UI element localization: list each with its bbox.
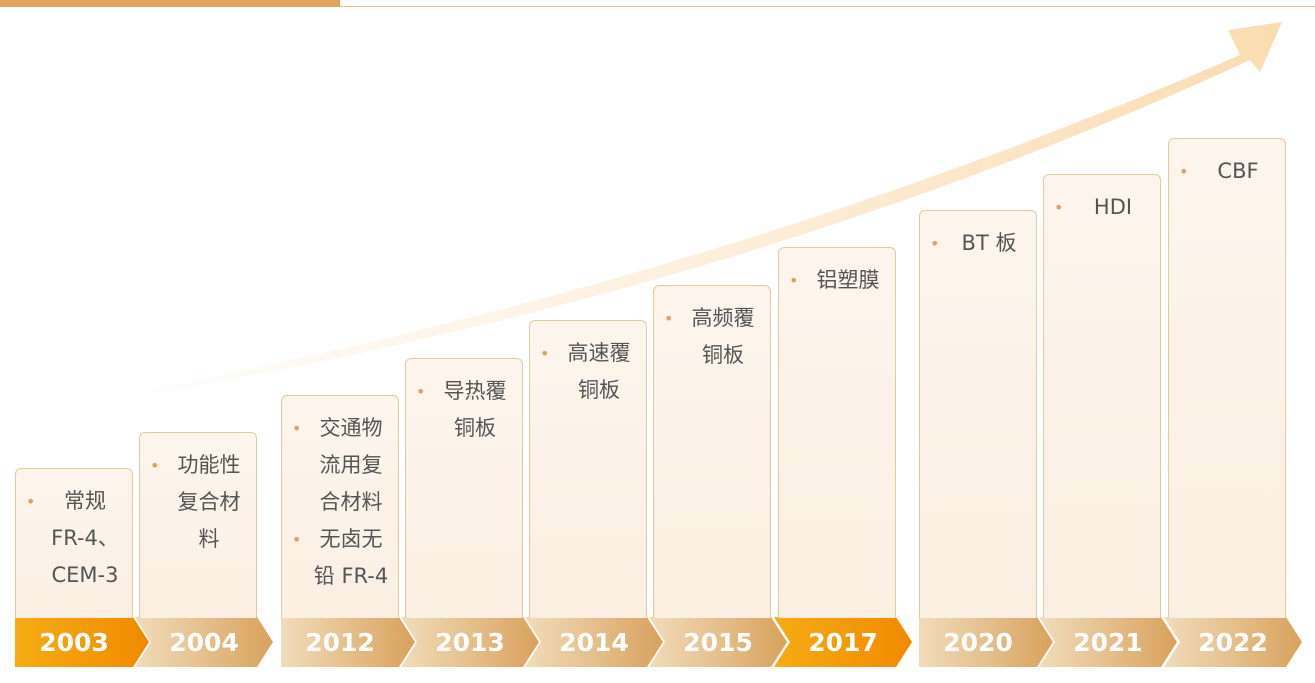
item-list: 高速覆铜板 — [530, 335, 640, 409]
item: 铝塑膜 — [789, 262, 889, 299]
item-list: BT 板 — [920, 225, 1030, 262]
milestone-card: 高速覆铜板 — [529, 320, 647, 618]
year-label: 2015 — [683, 628, 753, 657]
item: 常规 FR-4、CEM-3 — [26, 483, 126, 594]
year-chevron — [525, 617, 663, 667]
year-label: 2013 — [435, 628, 505, 657]
year-chevron — [401, 617, 539, 667]
header-bar — [0, 0, 340, 7]
item: CBF — [1179, 153, 1279, 190]
milestone-card: 高频覆铜板 — [653, 285, 771, 618]
year-chevron — [649, 617, 787, 667]
year-label: 2020 — [943, 628, 1013, 657]
item-list: CBF — [1169, 153, 1279, 190]
year-chevron — [281, 617, 415, 667]
item-list: 铝塑膜 — [779, 262, 889, 299]
item: 导热覆铜板 — [416, 373, 516, 447]
year-chevron — [919, 617, 1053, 667]
year-label: 2012 — [305, 628, 375, 657]
milestone-card: 交通物流用复合材料无卤无铅 FR-4 — [281, 395, 399, 618]
year-chevron — [1039, 617, 1177, 667]
milestone-card: 功能性复合材料 — [139, 432, 257, 618]
milestone-card: 铝塑膜 — [778, 247, 896, 618]
item: 高速覆铜板 — [540, 335, 640, 409]
item: HDI — [1054, 189, 1154, 226]
year-label: 2003 — [39, 628, 109, 657]
year-chevron — [1164, 617, 1302, 667]
item-list: 常规 FR-4、CEM-3 — [16, 483, 126, 594]
year-label: 2004 — [169, 628, 239, 657]
item: 高频覆铜板 — [664, 300, 764, 374]
year-label: 2021 — [1073, 628, 1143, 657]
year-label: 2017 — [808, 628, 878, 657]
milestone-card: BT 板 — [919, 210, 1037, 618]
year-label: 2022 — [1198, 628, 1268, 657]
year-chevron — [135, 617, 273, 667]
milestone-card: 导热覆铜板 — [405, 358, 523, 618]
item-list: 导热覆铜板 — [406, 373, 516, 447]
item-list: 交通物流用复合材料无卤无铅 FR-4 — [282, 410, 392, 595]
item: 功能性复合材料 — [150, 447, 250, 558]
item-list: HDI — [1044, 189, 1154, 226]
milestone-card: 常规 FR-4、CEM-3 — [15, 468, 133, 618]
item: 无卤无铅 FR-4 — [292, 521, 392, 595]
milestone-card: HDI — [1043, 174, 1161, 618]
item: 交通物流用复合材料 — [292, 410, 392, 521]
item-list: 功能性复合材料 — [140, 447, 250, 558]
year-label: 2014 — [559, 628, 629, 657]
item: BT 板 — [930, 225, 1030, 262]
year-chevron — [774, 617, 912, 667]
milestone-card: CBF — [1168, 138, 1286, 618]
item-list: 高频覆铜板 — [654, 300, 764, 374]
year-chevron — [15, 617, 149, 667]
